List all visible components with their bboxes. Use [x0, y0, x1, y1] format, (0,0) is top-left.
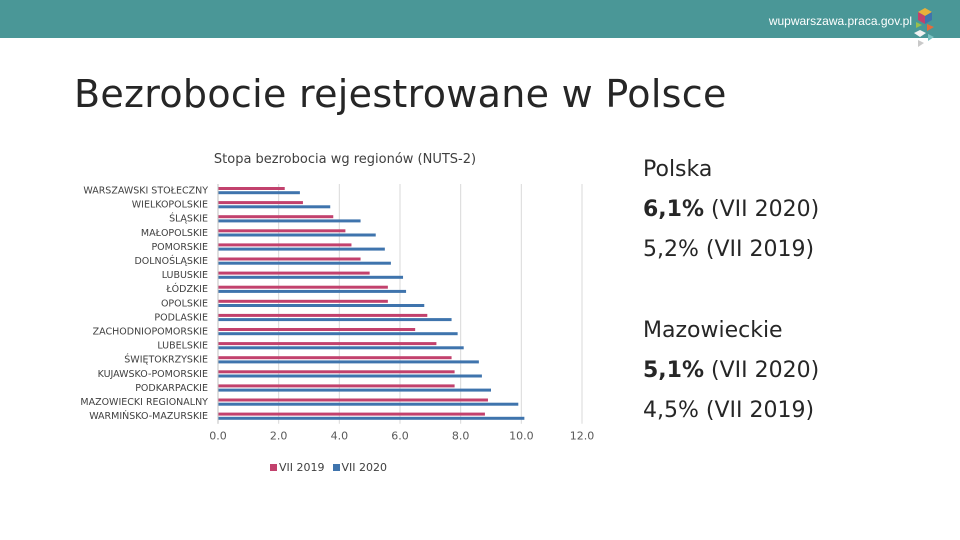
- bar-vii-2019: [218, 201, 303, 205]
- poland-heading: Polska: [643, 157, 713, 182]
- legend-item-2020: VII 2020: [332, 461, 388, 474]
- bar-vii-2020: [218, 360, 479, 364]
- bar-vii-2020: [218, 374, 482, 378]
- category-label: DOLNOŚLĄSKIE: [134, 255, 208, 267]
- category-label: WARMIŃSKO-MAZURSKIE: [89, 410, 208, 422]
- legend-label-2019: VII 2019: [279, 461, 325, 474]
- bar-vii-2020: [218, 388, 491, 392]
- bar-vii-2019: [218, 328, 416, 331]
- x-tick-label: 6.0: [391, 430, 409, 443]
- bar-vii-2019: [218, 285, 388, 289]
- bar-vii-2020: [218, 402, 519, 406]
- category-label: POMORSKIE: [151, 242, 208, 253]
- category-label: PODKARPACKIE: [135, 383, 208, 394]
- x-tick-label: 8.0: [452, 430, 470, 443]
- bar-vii-2020: [218, 219, 361, 223]
- legend-swatch-2020: [332, 464, 340, 471]
- category-label: WIELKOPOLSKIE: [132, 200, 208, 211]
- bar-vii-2019: [218, 271, 370, 275]
- x-tick-label: 2.0: [270, 430, 288, 443]
- bar-vii-2019: [218, 243, 352, 247]
- bar-vii-2020: [218, 233, 376, 237]
- bar-vii-2019: [218, 356, 452, 360]
- category-label: PODLASKIE: [154, 312, 208, 323]
- x-tick-label: 4.0: [331, 430, 349, 443]
- category-label: LUBUSKIE: [162, 270, 208, 281]
- category-label: ŚWIĘTOKRZYSKIE: [124, 354, 208, 366]
- mazowieckie-heading: Mazowieckie: [643, 318, 783, 343]
- bar-vii-2020: [218, 318, 452, 322]
- bar-vii-2020: [218, 261, 391, 265]
- legend-label-2020: VII 2020: [341, 461, 388, 474]
- top-bar: wupwarszawa.praca.gov.pl: [0, 0, 960, 47]
- bar-vii-2019: [218, 342, 437, 346]
- mazowieckie-previous: 4,5% (VII 2019): [643, 398, 815, 423]
- bar-vii-2019: [218, 412, 485, 416]
- bar-vii-2020: [218, 191, 300, 195]
- category-label: WARSZAWSKI STOŁECZNY: [83, 186, 208, 197]
- chart-title: Stopa bezrobocia wg regionów (NUTS-2): [213, 152, 477, 167]
- x-tick-label: 12.0: [570, 430, 595, 443]
- bar-vii-2019: [218, 215, 334, 219]
- mazowieckie-summary: Mazowieckie 5,1% (VII 2020) 4,5% (VII 20…: [643, 311, 819, 431]
- chart-legend: VII 2019 VII 2020: [270, 461, 387, 474]
- bar-vii-2019: [218, 299, 388, 303]
- category-label: ŚLĄSKIE: [169, 213, 208, 225]
- mazowieckie-current-value: 5,1%: [643, 358, 705, 383]
- category-label: KUJAWSKO-POMORSKIE: [98, 369, 208, 380]
- category-label: ŁÓDZKIE: [165, 283, 208, 295]
- category-label: MAZOWIECKI REGIONALNY: [80, 397, 208, 408]
- category-label: MAŁOPOLSKIE: [141, 228, 208, 239]
- bar-vii-2019: [218, 370, 455, 374]
- poland-current-period: (VII 2020): [704, 197, 820, 222]
- bar-vii-2019: [218, 313, 428, 317]
- site-url[interactable]: wupwarszawa.praca.gov.pl: [768, 14, 912, 28]
- mazowieckie-current: 5,1% (VII 2020): [643, 351, 819, 391]
- x-tick-label: 10.0: [509, 430, 534, 443]
- poland-current-value: 6,1%: [643, 197, 705, 222]
- cube-logo-icon: [914, 8, 934, 47]
- bar-vii-2020: [218, 416, 525, 420]
- bar-vii-2020: [218, 205, 331, 209]
- bar-vii-2019: [218, 257, 361, 261]
- bar-vii-2020: [218, 304, 425, 307]
- bar-vii-2019: [218, 398, 488, 402]
- poland-summary: Polska 6,1% (VII 2020) 5,2% (VII 2019): [643, 150, 819, 270]
- poland-previous: 5,2% (VII 2019): [643, 237, 815, 262]
- category-label: ZACHODNIOPOMORSKIE: [93, 327, 208, 338]
- bar-vii-2019: [218, 384, 455, 388]
- page-title: Bezrobocie rejestrowane w Polsce: [74, 72, 727, 116]
- legend-swatch-2019: [270, 464, 277, 471]
- bar-vii-2019: [218, 187, 285, 190]
- unemployment-bar-chart: 0.0 2.0 4.0 6.0 8.0 10.0 12.0 WARSZAWSKI STOŁEC…: [80, 184, 595, 443]
- bar-vii-2020: [218, 247, 385, 251]
- bar-vii-2020: [218, 332, 458, 336]
- poland-current: 6,1% (VII 2020): [643, 190, 819, 230]
- mazowieckie-current-period: (VII 2020): [704, 358, 820, 383]
- legend-item-2019: VII 2019: [270, 461, 325, 474]
- category-label: LUBELSKIE: [157, 341, 208, 352]
- bar-vii-2020: [218, 289, 407, 293]
- category-label: OPOLSKIE: [161, 298, 208, 309]
- bar-vii-2020: [218, 346, 464, 350]
- x-tick-label: 0.0: [209, 430, 227, 443]
- bar-vii-2020: [218, 275, 404, 279]
- bar-vii-2019: [218, 229, 346, 233]
